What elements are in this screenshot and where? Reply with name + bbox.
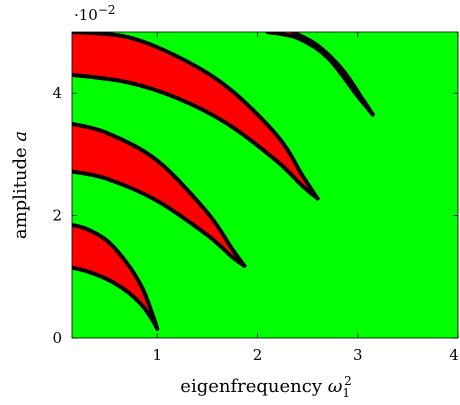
boundary-upper-1 xyxy=(72,222,160,331)
boundary-lower-3 xyxy=(72,72,320,201)
x-axis-label: eigenfrequency ω12 xyxy=(180,374,351,400)
boundary-upper-2 xyxy=(72,121,247,268)
x-tick-label: 1 xyxy=(152,346,162,364)
unstable-tongue-3 xyxy=(72,32,318,199)
x-tick-label: 3 xyxy=(353,346,363,364)
axis-ticks: 1 2 3 4 0 2 4 xyxy=(52,32,459,364)
unstable-regions xyxy=(72,32,375,331)
boundary-upper-3 xyxy=(72,32,320,201)
y-axis-label: amplitude a xyxy=(10,131,31,239)
boundary-lower-2 xyxy=(72,169,247,268)
boundary-lower-1 xyxy=(72,265,160,331)
unstable-tongue-1 xyxy=(72,224,158,329)
y-tick-label: 2 xyxy=(52,207,62,225)
y-tick-label: 0 xyxy=(52,329,62,347)
y-scale-label: ·10−2 xyxy=(74,3,116,24)
y-tick-label: 4 xyxy=(52,84,62,102)
plot-frame xyxy=(71,31,459,339)
x-tick-label: 2 xyxy=(253,346,263,364)
boundary-lower-4 xyxy=(290,32,375,117)
x-tick-label: 4 xyxy=(449,346,459,364)
